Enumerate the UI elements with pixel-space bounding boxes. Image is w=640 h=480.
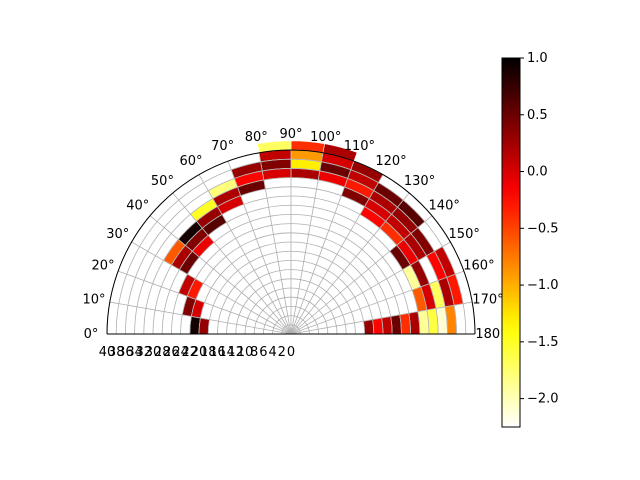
radial-tick-label: 28	[154, 345, 171, 360]
polar-frame	[106, 149, 476, 335]
theta-tick-labels: 0° 10° 20° 30° 40°50° 60° 70° 80° 90° 100°110°120…	[83, 127, 507, 342]
radial-tick-label: 10	[237, 345, 254, 360]
angular-gridline	[149, 215, 292, 335]
angular-gridline	[198, 174, 292, 335]
theta-tick-label: 160°	[463, 259, 494, 274]
radial-tick-label: 20	[191, 345, 208, 360]
radial-tick-label: 18	[200, 345, 217, 360]
colorbar-tick-label: 1.0	[527, 51, 548, 66]
colorbar-tick-label: 0.5	[527, 108, 548, 123]
colorbar-tick-label: 0.0	[527, 165, 548, 180]
radial-tick-label: 14	[218, 345, 235, 360]
theta-tick-label: 30°	[106, 227, 129, 242]
radial-tick-label: 12	[228, 345, 245, 360]
radial-tick-label: 0	[287, 345, 295, 360]
angular-gridline	[290, 192, 410, 335]
colorbar-gradient	[501, 57, 521, 428]
theta-tick-label: 10°	[83, 292, 106, 307]
angular-gridline	[290, 301, 473, 335]
radial-tick-label: 32	[136, 345, 153, 360]
theta-tick-label: 180°	[475, 327, 506, 342]
radial-tick-label: 6	[259, 345, 267, 360]
radial-tick-label: 16	[209, 345, 226, 360]
angular-gridline	[172, 192, 292, 335]
theta-tick-label: 70°	[211, 139, 234, 154]
angular-gridline	[290, 160, 355, 335]
theta-tick-label: 120°	[375, 154, 406, 169]
outer-arc	[106, 149, 476, 335]
theta-tick-label: 50°	[151, 174, 174, 189]
theta-tick-label: 150°	[449, 227, 480, 242]
theta-tick-label: 60°	[179, 154, 202, 169]
angular-gridline	[117, 270, 292, 335]
theta-tick-label: 170°	[472, 292, 503, 307]
theta-tick-label: 130°	[404, 174, 435, 189]
theta-tick-label: 0°	[84, 327, 99, 342]
theta-tick-label: 80°	[245, 130, 268, 145]
theta-tick-label: 110°	[344, 139, 375, 154]
theta-tick-label: 20°	[92, 259, 115, 274]
radial-tick-label: 24	[172, 345, 189, 360]
colorbar: 1.0 0.5 0.0 −0.5 −1.0 −1.5 −2.0	[501, 51, 559, 428]
angular-gridline	[290, 215, 433, 335]
theta-tick-label: 40°	[126, 198, 149, 213]
radial-tick-label: 34	[126, 345, 143, 360]
theta-tick-label: 100°	[310, 130, 341, 145]
radial-tick-label: 30	[145, 345, 162, 360]
angular-gridline	[109, 301, 292, 335]
heatmap-cells	[163, 140, 464, 335]
colorbar-tick-label: −2.0	[527, 392, 559, 407]
colorbar-tick-label: −1.0	[527, 278, 559, 293]
radial-tick-label: 22	[182, 345, 199, 360]
angular-gridline	[290, 174, 384, 335]
radial-tick-label: 38	[108, 345, 125, 360]
radial-tick-label: 8	[250, 345, 258, 360]
angular-gridline	[131, 241, 292, 335]
angular-gridline	[258, 152, 292, 335]
heatmap-cell	[363, 319, 375, 335]
angular-gridline	[227, 160, 292, 335]
colorbar-tick-label: −0.5	[527, 221, 559, 236]
radial-tick-label: 36	[117, 345, 134, 360]
angular-gridline	[290, 270, 465, 335]
radial-tick-label: 4	[268, 345, 276, 360]
radial-tick-label: 2	[278, 345, 286, 360]
colorbar-tick-label: −1.5	[527, 335, 559, 350]
angular-gridline	[290, 241, 451, 335]
angular-gridline	[290, 152, 324, 335]
radial-tick-label: 40	[99, 345, 116, 360]
radial-tick-label: 26	[163, 345, 180, 360]
theta-tick-label: 90°	[279, 127, 302, 142]
colorbar-ticks: 1.0 0.5 0.0 −0.5 −1.0 −1.5 −2.0	[520, 51, 559, 407]
theta-tick-label: 140°	[429, 198, 460, 213]
